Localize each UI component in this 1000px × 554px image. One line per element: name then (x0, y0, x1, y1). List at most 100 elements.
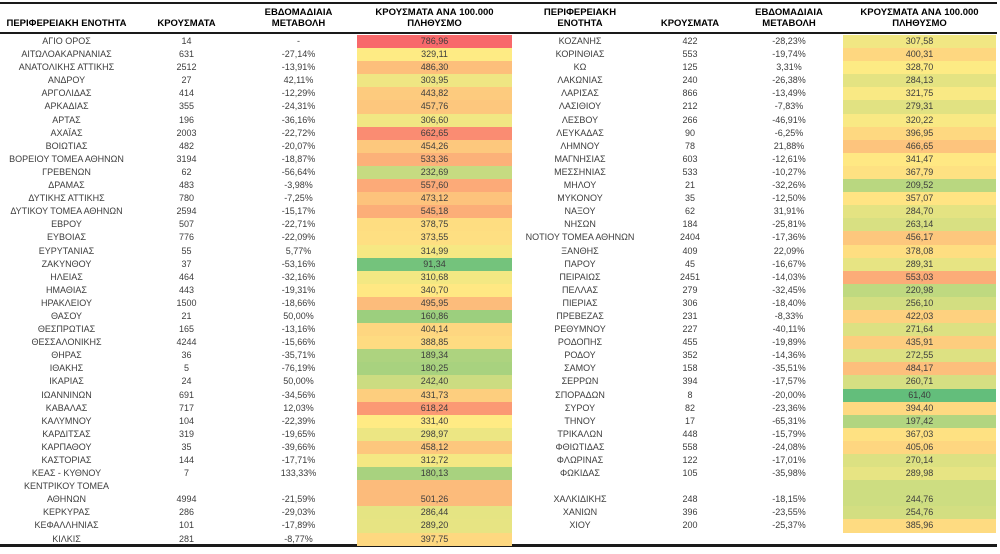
region-cell: ΚΑΣΤΟΡΙΑΣ (41, 455, 92, 465)
table-row: ΚΟΖΑΝΗΣ 422 -28,23% 307,58 (515, 35, 996, 49)
table-row: ΤΗΝΟΥ 17 -65,31% 197,42 (515, 414, 996, 428)
weekly-change-cell: -8,77% (284, 533, 313, 544)
cases-cell: 212 (682, 101, 698, 112)
region-cell: ΛΕΣΒΟΥ (561, 114, 599, 125)
region-cell: ΘΑΣΟΥ (50, 310, 83, 321)
table-row: ΛΑΡΙΣΑΣ 866 -13,49% 321,75 (515, 87, 996, 101)
region-cell: ΜΕΣΣΗΝΙΑΣ (554, 166, 606, 177)
rate-cell: 220,98 (843, 283, 996, 297)
region-cell: ΜΑΓΝΗΣΙΑΣ (554, 153, 606, 164)
right-table: ΠΕΡΙΦΕΡΕΙΑΚΗ ΕΝΟΤΗΤΑ ΚΡΟΥΣΜΑΤΑ ΕΒΔΟΜΑΔΙΑ… (515, 4, 996, 546)
cases-cell: 35 (684, 193, 695, 204)
cases-cell: 78 (684, 140, 695, 151)
region-cell: ΙΚΑΡΙΑΣ (49, 376, 84, 387)
weekly-change-cell: -20,00% (772, 389, 806, 400)
rate-cell: 298,97 (357, 427, 512, 441)
table-row: ΑΝΔΡΟΥ 27 42,11% 303,95 (0, 74, 512, 88)
rate-cell: 244,76 (843, 493, 996, 507)
cases-cell: 55 (181, 245, 192, 256)
cases-cell: 352 (682, 350, 698, 361)
cases-cell: 21 (181, 310, 192, 321)
left-table: ΠΕΡΙΦΕΡΕΙΑΚΗ ΕΝΟΤΗΤΑ ΚΡΟΥΣΜΑΤΑ ΕΒΔΟΜΑΔΙΑ… (0, 4, 512, 546)
table-row: ΦΩΚΙΔΑΣ 105 -35,98% 289,98 (515, 467, 996, 481)
weekly-change-cell: 133,33% (280, 468, 317, 479)
region-cell: ΑΝΑΤΟΛΙΚΗΣ ΑΤΤΙΚΗΣ (18, 62, 115, 73)
rate-cell: 286,44 (357, 506, 512, 520)
rate-cell: 180,13 (357, 467, 512, 481)
weekly-change-cell: -23,36% (772, 402, 806, 413)
rate-cell: 501,26 (357, 493, 512, 507)
rate-cell: 303,95 (357, 74, 512, 88)
table-row: ΚΙΛΚΙΣ 281 -8,77% 397,75 (0, 532, 512, 546)
rate-cell: 61,40 (843, 388, 996, 402)
region-cell: ΕΥΡΥΤΑΝΙΑΣ (38, 245, 95, 256)
weekly-change-cell: -19,31% (281, 284, 316, 295)
weekly-change-cell: -8,33% (774, 310, 804, 321)
table-row: ΑΘΗΝΩΝ 4994 -21,59% 501,26 (0, 493, 512, 507)
header-weekly-change: ΕΒΔΟΜΑΔΙΑΙΑ ΜΕΤΑΒΟΛΗ (755, 7, 823, 29)
region-cell: ΣΕΡΡΩΝ (561, 376, 599, 387)
weekly-change-cell: -25,81% (772, 219, 806, 230)
rate-cell: 388,85 (357, 336, 512, 350)
cases-cell: 82 (684, 402, 695, 413)
rate-cell: 378,08 (843, 244, 996, 258)
weekly-change-cell: -25,37% (772, 520, 806, 531)
rate-cell (843, 533, 996, 546)
table-row: ΛΑΣΙΘΙΟΥ 212 -7,83% 279,31 (515, 100, 996, 114)
table-row: ΑΡΚΑΔΙΑΣ 355 -24,31% 457,76 (0, 100, 512, 114)
table-row: ΚΑΛΥΜΝΟΥ 104 -22,39% 331,40 (0, 414, 512, 428)
cases-cell: 631 (178, 49, 195, 60)
rate-cell: 373,55 (357, 231, 512, 245)
cases-cell (645, 533, 735, 546)
weekly-change-cell: -17,36% (772, 232, 806, 243)
cases-cell: 2003 (176, 127, 197, 138)
header-rate-per-100k: ΚΡΟΥΣΜΑΤΑ ΑΝΑ 100.000 ΠΛΗΘΥΣΜΟ (860, 7, 979, 29)
cases-cell (645, 480, 735, 493)
header-cases: ΚΡΟΥΣΜΑΤΑ (660, 17, 720, 29)
region-cell: ΘΕΣΣΑΛΟΝΙΚΗΣ (31, 337, 102, 348)
table-row: ΝΑΞΟΥ 62 31,91% 284,70 (515, 205, 996, 219)
weekly-change-cell: -35,98% (772, 468, 806, 479)
table-row: ΗΡΑΚΛΕΙΟΥ 1500 -18,66% 495,95 (0, 296, 512, 310)
rate-cell: 284,70 (843, 205, 996, 219)
rate-cell: 320,22 (843, 113, 996, 127)
weekly-change-cell: -7,25% (284, 193, 313, 204)
rate-cell: 331,40 (357, 414, 512, 428)
rate-cell: 160,86 (357, 309, 512, 324)
weekly-change-cell: -40,11% (772, 324, 806, 335)
rate-cell (843, 480, 996, 494)
rate-cell: 618,24 (357, 401, 512, 415)
weekly-change-cell: 5,77% (285, 245, 312, 256)
rate-cell: 271,64 (843, 323, 996, 337)
region-cell: ΠΕΙΡΑΙΩΣ (559, 271, 601, 282)
table-row: ΜΥΚΟΝΟΥ 35 -12,50% 357,07 (515, 192, 996, 206)
table-row: ΝΗΣΩΝ 184 -25,81% 263,14 (515, 218, 996, 232)
cases-cell: 2594 (176, 206, 197, 217)
rate-cell: 400,31 (843, 48, 996, 62)
region-cell: ΝΗΣΩΝ (564, 219, 596, 230)
weekly-change-cell: -17,01% (772, 455, 806, 465)
rate-cell: 422,03 (843, 309, 996, 324)
rate-cell: 454,26 (357, 139, 512, 153)
table-body: ΚΟΖΑΝΗΣ 422 -28,23% 307,58 ΚΟΡΙΝΘΙΑΣ 553 -19,7… (515, 35, 996, 546)
region-cell: ΑΘΗΝΩΝ (46, 494, 87, 505)
rate-cell: 553,03 (843, 270, 996, 284)
region-cell: ΚΕΑΣ - ΚΥΘΝΟΥ (31, 468, 102, 479)
table-row: ΙΘΑΚΗΣ 5 -76,19% 180,25 (0, 362, 512, 376)
cases-cell: 144 (178, 455, 195, 465)
cases-cell: 2512 (176, 62, 197, 73)
weekly-change-cell: 31,91% (773, 206, 805, 217)
cases-cell: 1500 (176, 297, 197, 308)
table-row: ΛΕΣΒΟΥ 266 -46,91% 320,22 (515, 113, 996, 127)
table-row: ΦΛΩΡΙΝΑΣ 122 -17,01% 270,14 (515, 454, 996, 468)
rate-cell: 435,91 (843, 336, 996, 350)
weekly-change-cell: -23,55% (772, 507, 806, 518)
cases-cell: 7 (183, 468, 189, 479)
cases-cell: 196 (178, 114, 195, 125)
region-cell: ΚΑΡΠΑΘΟΥ (41, 441, 92, 452)
cases-cell: 21 (684, 180, 695, 191)
table-row: ΑΡΤΑΣ 196 -36,16% 306,60 (0, 113, 512, 127)
table-row: ΣΥΡΟΥ 82 -23,36% 394,40 (515, 401, 996, 415)
region-cell: ΑΝΔΡΟΥ (47, 75, 86, 86)
rate-cell: 232,69 (357, 165, 512, 180)
